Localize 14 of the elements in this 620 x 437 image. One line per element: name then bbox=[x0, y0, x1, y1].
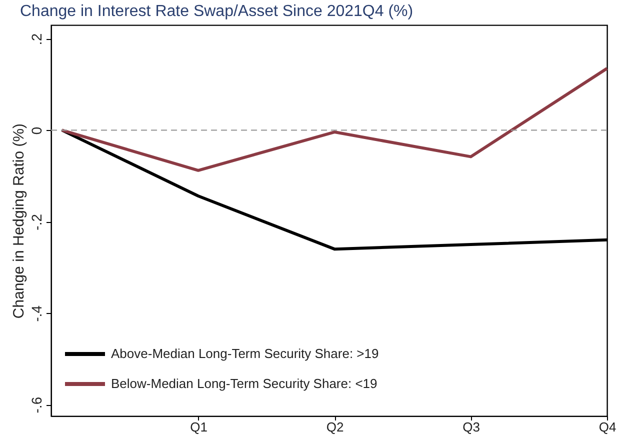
y-tick-label: -.6 bbox=[28, 396, 44, 414]
x-tick-label: Q1 bbox=[190, 420, 208, 434]
chart-title: Change in Interest Rate Swap/Asset Since 2021Q4 (%) bbox=[20, 3, 414, 20]
y-axis-title: Change in Hedging Ratio (%) bbox=[10, 123, 28, 319]
x-tick-label: Q3 bbox=[462, 420, 480, 434]
y-tick-label: .2 bbox=[28, 33, 44, 46]
line-series bbox=[60, 66, 608, 172]
legend-label: Below-Median Long-Term Security Share: <19 bbox=[111, 376, 378, 391]
x-tick-label: Q2 bbox=[326, 420, 344, 434]
legend-label: Above-Median Long-Term Security Share: >19 bbox=[111, 346, 379, 361]
x-tick-label: Q4 bbox=[598, 420, 616, 434]
y-tick-label: 0 bbox=[28, 126, 44, 135]
y-tick-label: -.2 bbox=[28, 214, 44, 230]
y-tick-label: -.4 bbox=[28, 305, 44, 322]
